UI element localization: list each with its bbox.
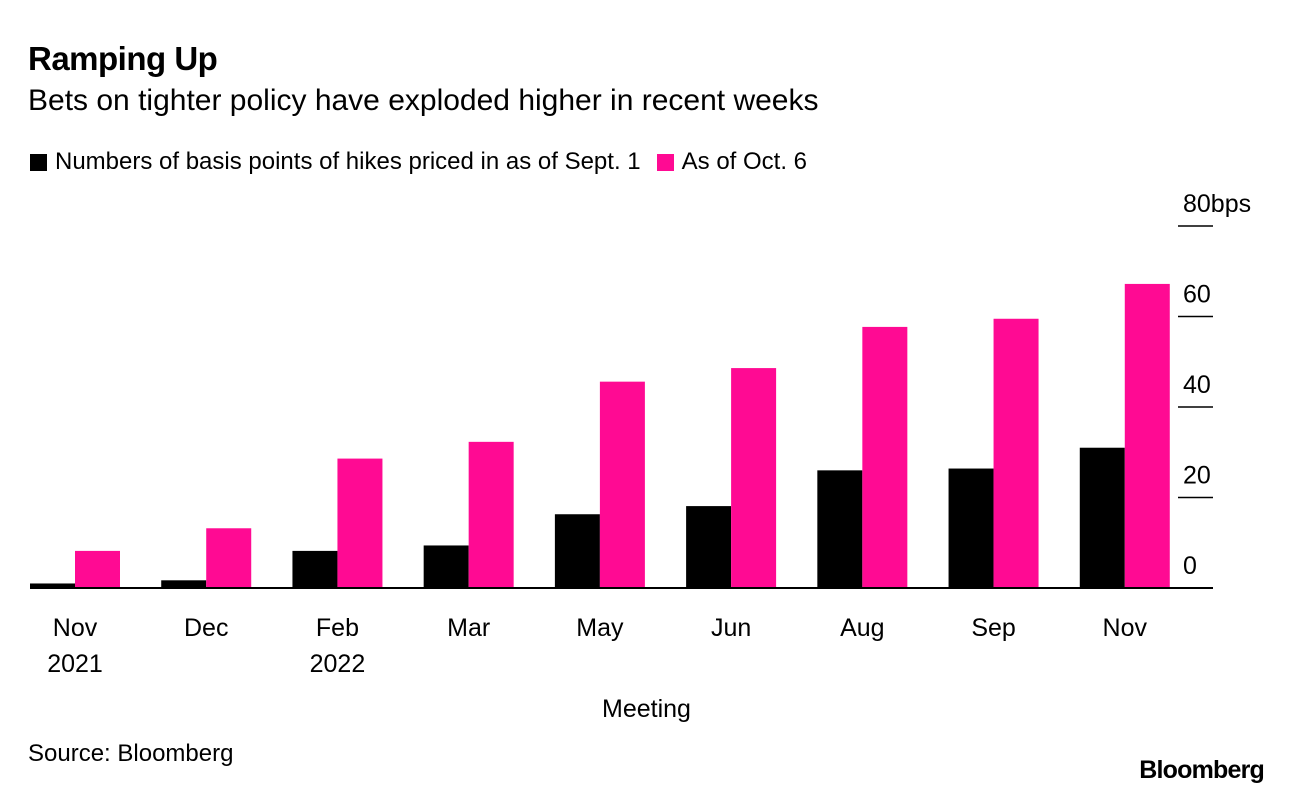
x-tick-label-3-0: Mar — [447, 614, 490, 642]
bar-sept-6 — [817, 470, 863, 588]
bar-sept-2 — [292, 550, 338, 588]
bar-sept-1 — [161, 580, 207, 588]
y-tick-label-1: 20 — [1183, 462, 1211, 490]
y-tick-label-3: 60 — [1183, 281, 1211, 309]
source-note: Source: Bloomberg — [28, 740, 234, 767]
y-tick-label-4: 80bps — [1183, 190, 1251, 218]
x-tick-label-2-1: 2022 — [310, 650, 366, 678]
legend-item-sept: Numbers of basis points of hikes priced … — [30, 148, 641, 176]
x-tick-label-7-0: Sep — [971, 614, 1015, 642]
x-tick-label-1-0: Dec — [184, 614, 228, 642]
bar-oct-0 — [75, 550, 120, 588]
x-tick-label-4-0: May — [576, 614, 624, 642]
x-axis-label: Meeting — [602, 695, 691, 723]
bar-oct-6 — [862, 326, 908, 588]
bar-sept-8 — [1079, 447, 1125, 588]
bar-sept-7 — [948, 468, 994, 588]
bar-sept-5 — [686, 506, 732, 588]
x-tick-label-8-0: Nov — [1103, 614, 1148, 642]
bar-sept-3 — [423, 545, 469, 588]
bar-oct-7 — [993, 318, 1039, 588]
chart-subtitle: Bets on tighter policy have exploded hig… — [28, 84, 819, 117]
y-tick-label-2: 40 — [1183, 371, 1211, 399]
y-tick-label-0: 0 — [1183, 552, 1197, 580]
chart-title: Ramping Up — [28, 40, 218, 77]
legend-item-oct: As of Oct. 6 — [656, 148, 808, 176]
legend-label-sept: Numbers of basis points of hikes priced … — [55, 148, 641, 175]
x-tick-label-2-0: Feb — [316, 614, 359, 642]
x-tick-label-5-0: Jun — [711, 614, 751, 642]
bar-oct-5 — [731, 368, 777, 588]
bloomberg-logo: Bloomberg — [1139, 756, 1265, 784]
x-tick-label-0-0: Nov — [53, 614, 98, 642]
bar-sept-4 — [554, 514, 600, 588]
bar-oct-4 — [599, 381, 645, 588]
bar-oct-2 — [337, 458, 383, 588]
legend-swatch-sept — [30, 153, 47, 171]
chart-legend: Numbers of basis points of hikes priced … — [30, 148, 823, 176]
x-tick-label-0-1: 2021 — [47, 650, 103, 678]
x-tick-label-6-0: Aug — [840, 614, 884, 642]
bar-sept-0 — [30, 583, 75, 588]
legend-swatch-oct — [656, 153, 674, 171]
bar-oct-1 — [206, 528, 252, 588]
bar-oct-8 — [1124, 283, 1170, 588]
bar-oct-3 — [468, 441, 514, 588]
legend-label-oct: As of Oct. 6 — [681, 148, 808, 175]
